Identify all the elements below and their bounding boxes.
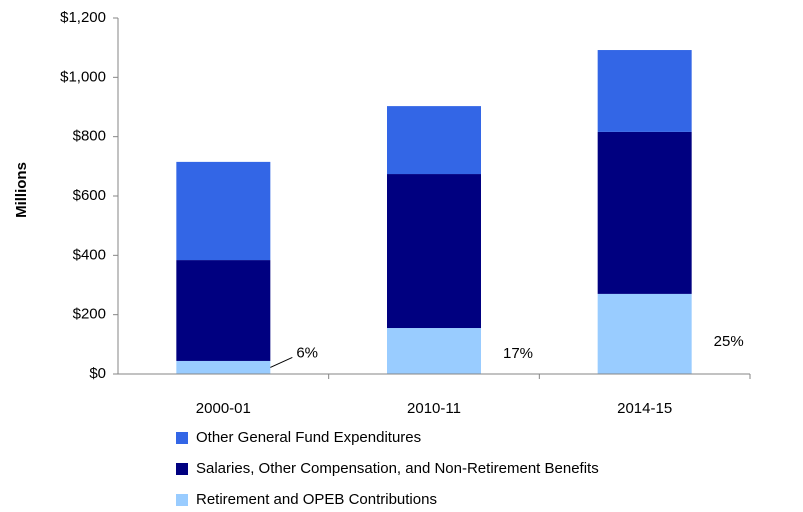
bar-segment <box>597 293 692 374</box>
bar-segment <box>387 174 481 329</box>
legend-swatch <box>176 494 188 506</box>
legend-label: Salaries, Other Compensation, and Non-Re… <box>196 460 599 477</box>
bar-segment <box>176 260 271 361</box>
x-tick-label: 2014-15 <box>617 400 672 417</box>
y-tick-label: $1,000 <box>60 68 106 85</box>
x-tick-label: 2010-11 <box>407 400 461 417</box>
bar-segment <box>387 106 481 175</box>
value-label: 17% <box>503 345 533 362</box>
leader-line <box>270 357 293 368</box>
y-tick-label: $400 <box>73 246 106 263</box>
legend-swatch <box>176 463 188 475</box>
value-label: 25% <box>714 333 744 350</box>
bar-segment <box>176 161 271 261</box>
legend-label: Other General Fund Expenditures <box>196 429 421 446</box>
bar-segment <box>176 360 271 374</box>
y-tick-label: $0 <box>89 365 106 382</box>
bar-segment <box>597 131 692 294</box>
legend-swatch <box>176 432 188 444</box>
value-label: 6% <box>296 344 318 361</box>
y-tick-label: $1,200 <box>60 9 106 26</box>
legend-label: Retirement and OPEB Contributions <box>196 491 437 508</box>
y-tick-label: $600 <box>73 187 106 204</box>
y-tick-label: $200 <box>73 306 106 323</box>
bar-segment <box>387 328 481 374</box>
y-tick-label: $800 <box>73 128 106 145</box>
x-tick-label: 2000-01 <box>196 400 251 417</box>
bar-segment <box>597 50 692 132</box>
y-axis-label: Millions <box>13 162 30 218</box>
